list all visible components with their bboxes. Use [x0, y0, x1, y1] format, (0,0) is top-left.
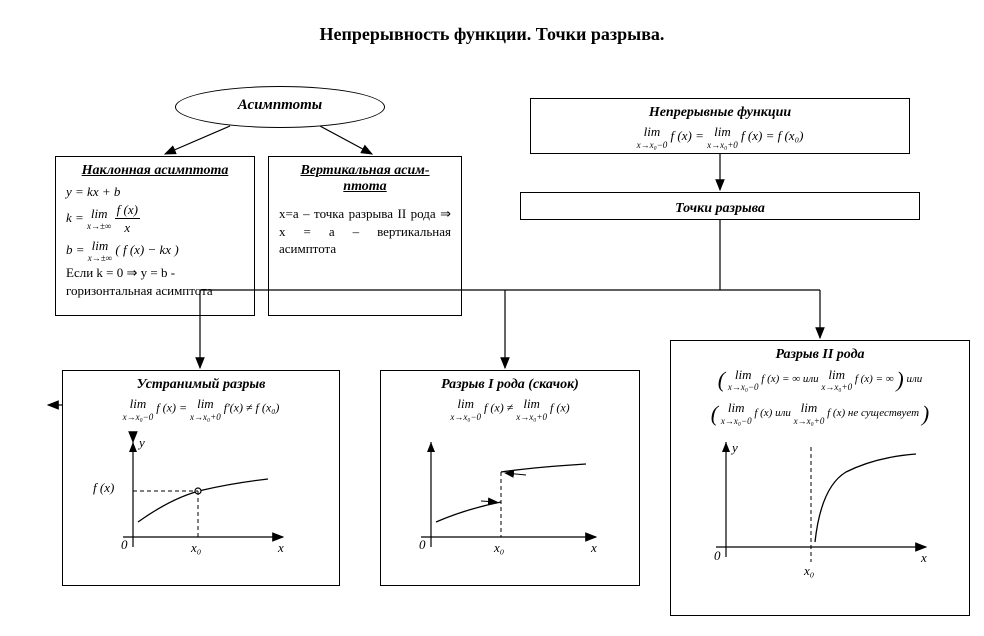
chart-fx-label: f (x): [93, 480, 114, 495]
removable-title: Устранимый разрыв: [73, 377, 329, 393]
type2-l2p1: f (x) или: [754, 407, 793, 419]
lim-icon: limx→x₀−0: [123, 395, 154, 423]
lim-icon: limx→x₀+0: [516, 395, 547, 423]
removable-formula: limx→x₀−0 f (x) = limx→x₀+0 f'(x) ≠ f (x…: [73, 395, 329, 423]
removable-end: f'(x) ≠ f (x₀): [224, 401, 280, 415]
type2-p2: f (x) = ∞: [855, 373, 894, 385]
type2-l2p2: f (x) не существует: [827, 407, 919, 419]
lim-icon: limx→x₀+0: [821, 366, 852, 394]
svg-text:0: 0: [714, 548, 721, 563]
svg-text:x₀: x₀: [493, 540, 504, 555]
type1-formula: limx→x₀−0 f (x) ≠ limx→x₀+0 f (x): [391, 395, 629, 423]
removable-chart: y x 0 f (x) x₀: [73, 427, 293, 567]
box-type2-discontinuity: Разрыв II рода ( limx→x₀−0 f (x) = ∞ или…: [670, 340, 970, 616]
type1-chart: x 0 x₀: [391, 427, 611, 567]
removable-mid: f (x) =: [156, 401, 190, 415]
type2-formula2: ( limx→x₀−0 f (x) или limx→x₀+0 f (x) не…: [681, 399, 959, 429]
paren-close: ): [922, 401, 929, 426]
type2-p1: f (x) = ∞ или: [761, 373, 821, 385]
svg-text:x: x: [920, 550, 927, 565]
box-type1-discontinuity: Разрыв I рода (скачок) limx→x₀−0 f (x) ≠…: [380, 370, 640, 586]
lim-icon: limx→x₀+0: [190, 395, 221, 423]
paren-close: ): [896, 367, 903, 392]
lim-icon: limx→x₀−0: [450, 395, 481, 423]
chart-x-label: x: [277, 540, 284, 555]
chart-x0: x₀: [190, 540, 201, 555]
type1-end: f (x): [550, 401, 570, 415]
paren-open: (: [711, 401, 718, 426]
chart-y-label: y: [137, 435, 145, 450]
svg-text:y: y: [730, 440, 738, 455]
type2-trail: или: [906, 373, 922, 385]
type2-title: Разрыв II рода: [681, 347, 959, 363]
paren-open: (: [718, 367, 725, 392]
lim-icon: limx→x₀−0: [721, 399, 752, 427]
lim-icon: limx→x₀−0: [728, 366, 759, 394]
box-removable-discontinuity: Устранимый разрыв limx→x₀−0 f (x) = limx…: [62, 370, 340, 586]
lim-icon: limx→x₀+0: [794, 399, 825, 427]
type2-chart: y x 0 x₀: [681, 432, 941, 582]
type2-formula1: ( limx→x₀−0 f (x) = ∞ или limx→x₀+0 f (x…: [681, 365, 959, 395]
type1-mid: f (x) ≠: [484, 401, 516, 415]
chart-origin: 0: [121, 537, 128, 552]
type1-title: Разрыв I рода (скачок): [391, 377, 629, 393]
svg-text:0: 0: [419, 537, 426, 552]
svg-text:x₀: x₀: [803, 563, 814, 578]
svg-text:x: x: [590, 540, 597, 555]
